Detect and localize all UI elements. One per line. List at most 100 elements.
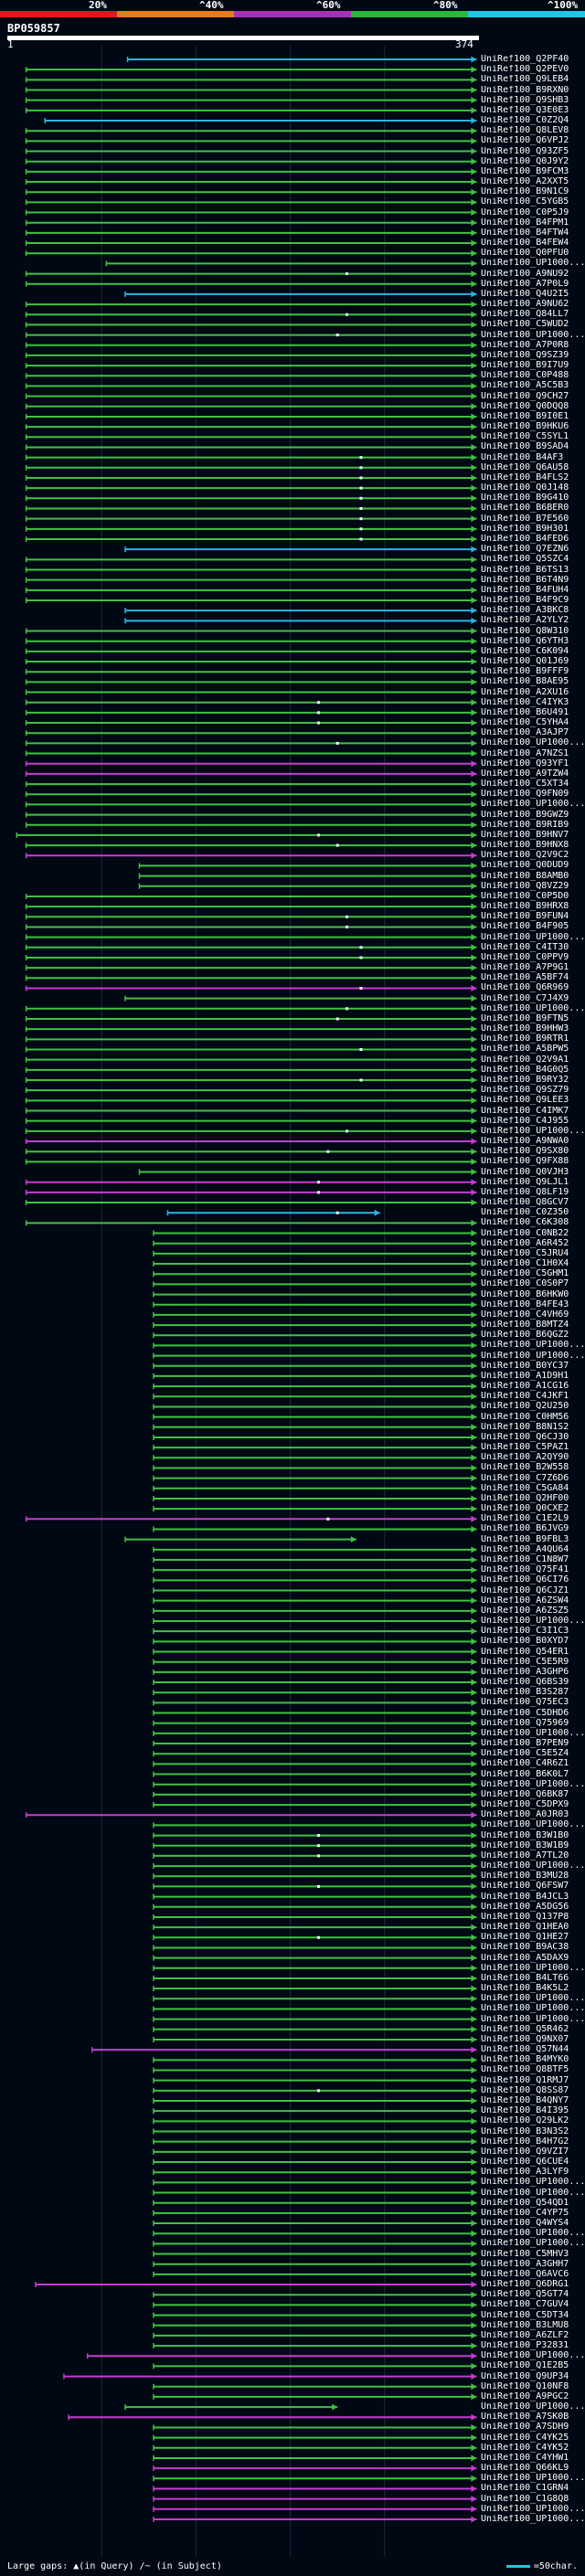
hit-label[interactable]: UniRef100_UP1000...	[481, 1341, 585, 1351]
hit-label[interactable]: UniRef100_A9TZW4	[481, 769, 569, 779]
hit-label[interactable]: UniRef100_A4QU64	[481, 1544, 569, 1554]
hit-label[interactable]: UniRef100_B7E560	[481, 514, 569, 524]
hit-label[interactable]: UniRef100_C5PAZ1	[481, 1443, 569, 1453]
hit-label[interactable]: UniRef100_Q6R969	[481, 983, 569, 993]
hit-label[interactable]: UniRef100_Q8GCV7	[481, 1198, 569, 1208]
hit-label[interactable]: UniRef100_B9FCM3	[481, 166, 569, 176]
hit-label[interactable]: UniRef100_C7J4X9	[481, 993, 569, 1003]
hit-label[interactable]: UniRef100_UP1000...	[481, 1820, 585, 1830]
hit-label[interactable]: UniRef100_Q9VZI7	[481, 2147, 569, 2157]
hit-label[interactable]: UniRef100_C1GRN4	[481, 2484, 569, 2494]
hit-label[interactable]: UniRef100_C5YGB5	[481, 197, 569, 207]
hit-label[interactable]: UniRef100_C5WUD2	[481, 320, 569, 330]
hit-label[interactable]: UniRef100_C5GHM1	[481, 1269, 569, 1279]
hit-label[interactable]: UniRef100_A6ZSW4	[481, 1595, 569, 1606]
hit-label[interactable]: UniRef100_C0NB22	[481, 1228, 569, 1238]
hit-label[interactable]: UniRef100_Q137P8	[481, 1912, 569, 1922]
hit-label[interactable]: UniRef100_B6U491	[481, 707, 569, 717]
hit-label[interactable]: UniRef100_B4FEW4	[481, 239, 569, 249]
hit-label[interactable]: UniRef100_Q10NF8	[481, 2381, 569, 2391]
hit-label[interactable]: UniRef100_UP1000...	[481, 1861, 585, 1871]
hit-label[interactable]: UniRef100_Q1HE27	[481, 1933, 569, 1943]
hit-label[interactable]: UniRef100_UP1000...	[481, 2239, 585, 2249]
hit-label[interactable]: UniRef100_C4IYK3	[481, 697, 569, 707]
hit-label[interactable]: UniRef100_UP1000...	[481, 2014, 585, 2024]
hit-label[interactable]: UniRef100_A7NZS1	[481, 748, 569, 758]
hit-label[interactable]: UniRef100_Q6BK87	[481, 1789, 569, 1799]
hit-label[interactable]: UniRef100_C0S0P7	[481, 1279, 569, 1289]
hit-label[interactable]: UniRef100_Q8VZ29	[481, 881, 569, 891]
hit-label[interactable]: UniRef100_UP1000...	[481, 2229, 585, 2239]
hit-label[interactable]: UniRef100_B4FTW4	[481, 228, 569, 238]
hit-label[interactable]: UniRef100_C5E5R9	[481, 1657, 569, 1667]
hit-label[interactable]: UniRef100_B3W1B0	[481, 1830, 569, 1840]
hit-label[interactable]: UniRef100_C1H0X4	[481, 1259, 569, 1269]
hit-label[interactable]: UniRef100_UP1000...	[481, 2188, 585, 2198]
hit-label[interactable]: UniRef100_Q0DQQ8	[481, 401, 569, 411]
hit-label[interactable]: UniRef100_B6QGZ2	[481, 1330, 569, 1341]
hit-label[interactable]: UniRef100_C4J955	[481, 1116, 569, 1126]
hit-label[interactable]: UniRef100_UP1000...	[481, 1994, 585, 2004]
hit-label[interactable]: UniRef100_B9HRX8	[481, 902, 569, 912]
hit-label[interactable]: UniRef100_Q2HF00	[481, 1493, 569, 1503]
hit-label[interactable]: UniRef100_B9RY32	[481, 1076, 569, 1085]
hit-label[interactable]: UniRef100_UP1000...	[481, 2351, 585, 2361]
hit-label[interactable]: UniRef100_C7GUV4	[481, 2300, 569, 2310]
hit-label[interactable]: UniRef100_B9HHW3	[481, 1024, 569, 1034]
hit-label[interactable]: UniRef100_Q6DRG1	[481, 2280, 569, 2290]
hit-label[interactable]: UniRef100_A7P0L9	[481, 279, 569, 289]
hit-label[interactable]: UniRef100_A1CG16	[481, 1382, 569, 1392]
hit-label[interactable]: UniRef100_C5DPX9	[481, 1800, 569, 1810]
hit-label[interactable]: UniRef100_B9HNX8	[481, 841, 569, 851]
hit-label[interactable]: UniRef100_Q0J148	[481, 483, 569, 493]
hit-label[interactable]: UniRef100_Q0VJH3	[481, 1167, 569, 1177]
hit-label[interactable]: UniRef100_B4QNY7	[481, 2096, 569, 2105]
hit-label[interactable]: UniRef100_Q6VPJ2	[481, 136, 569, 146]
hit-label[interactable]: UniRef100_C5DHD6	[481, 1708, 569, 1718]
hit-label[interactable]: UniRef100_UP1000...	[481, 2004, 585, 2014]
hit-label[interactable]: UniRef100_A9PGC2	[481, 2391, 569, 2401]
hit-label[interactable]: UniRef100_B8AE95	[481, 677, 569, 687]
hit-label[interactable]: UniRef100_Q4WYS4	[481, 2219, 569, 2229]
hit-label[interactable]: UniRef100_B4H7G2	[481, 2136, 569, 2147]
hit-label[interactable]: UniRef100_Q1RMJ7	[481, 2075, 569, 2085]
hit-label[interactable]: UniRef100_Q84LL7	[481, 310, 569, 320]
hit-label[interactable]: UniRef100_B9FTN5	[481, 1013, 569, 1023]
hit-label[interactable]: UniRef100_Q3E0E3	[481, 105, 569, 115]
hit-label[interactable]: UniRef100_Q6YTH3	[481, 636, 569, 646]
hit-label[interactable]: UniRef100_A2XU16	[481, 687, 569, 697]
hit-label[interactable]: UniRef100_UP1000...	[481, 2402, 585, 2412]
hit-label[interactable]: UniRef100_B4FED6	[481, 534, 569, 544]
hit-label[interactable]: UniRef100_C6K308	[481, 1218, 569, 1228]
hit-label[interactable]: UniRef100_Q9FX88	[481, 1157, 569, 1167]
hit-label[interactable]: UniRef100_Q9SX80	[481, 1147, 569, 1157]
hit-label[interactable]: UniRef100_C5YHA4	[481, 718, 569, 728]
hit-label[interactable]: UniRef100_B9HKU6	[481, 422, 569, 432]
hit-label[interactable]: UniRef100_A3GHP6	[481, 1667, 569, 1677]
hit-label[interactable]: UniRef100_B0YC37	[481, 1361, 569, 1371]
hit-label[interactable]: UniRef100_B3MU28	[481, 1871, 569, 1882]
hit-label[interactable]: UniRef100_A3LYF9	[481, 2168, 569, 2178]
hit-label[interactable]: UniRef100_C3I1C3	[481, 1627, 569, 1637]
hit-label[interactable]: UniRef100_B2W558	[481, 1463, 569, 1473]
hit-label[interactable]: UniRef100_UP1000...	[481, 1617, 585, 1626]
hit-label[interactable]: UniRef100_Q2U250	[481, 1402, 569, 1412]
hit-label[interactable]: UniRef100_C0HM56	[481, 1412, 569, 1422]
hit-label[interactable]: UniRef100_C5MHV3	[481, 2249, 569, 2259]
hit-label[interactable]: UniRef100_Q5SZC4	[481, 555, 569, 565]
hit-label[interactable]: UniRef100_A7TL20	[481, 1850, 569, 1860]
hit-label[interactable]: UniRef100_C0PPV9	[481, 952, 569, 962]
hit-label[interactable]: UniRef100_C5SYL1	[481, 432, 569, 442]
hit-label[interactable]: UniRef100_B3N3S2	[481, 2126, 569, 2136]
hit-label[interactable]: UniRef100_A6ZLF2	[481, 2330, 569, 2340]
hit-label[interactable]: UniRef100_Q8BTF5	[481, 2065, 569, 2075]
hit-label[interactable]: UniRef100_UP1000...	[481, 1351, 585, 1361]
hit-label[interactable]: UniRef100_A6ZSZ5	[481, 1606, 569, 1616]
hit-label[interactable]: UniRef100_UP1000...	[481, 1963, 585, 1973]
hit-label[interactable]: UniRef100_UP1000...	[481, 738, 585, 748]
hit-label[interactable]: UniRef100_A9NU62	[481, 300, 569, 310]
hit-label[interactable]: UniRef100_B9AC38	[481, 1943, 569, 1953]
hit-label[interactable]: UniRef100_UP1000...	[481, 2514, 585, 2524]
hit-label[interactable]: UniRef100_C0P5J9	[481, 207, 569, 217]
hit-label[interactable]: UniRef100_P32831	[481, 2341, 569, 2351]
